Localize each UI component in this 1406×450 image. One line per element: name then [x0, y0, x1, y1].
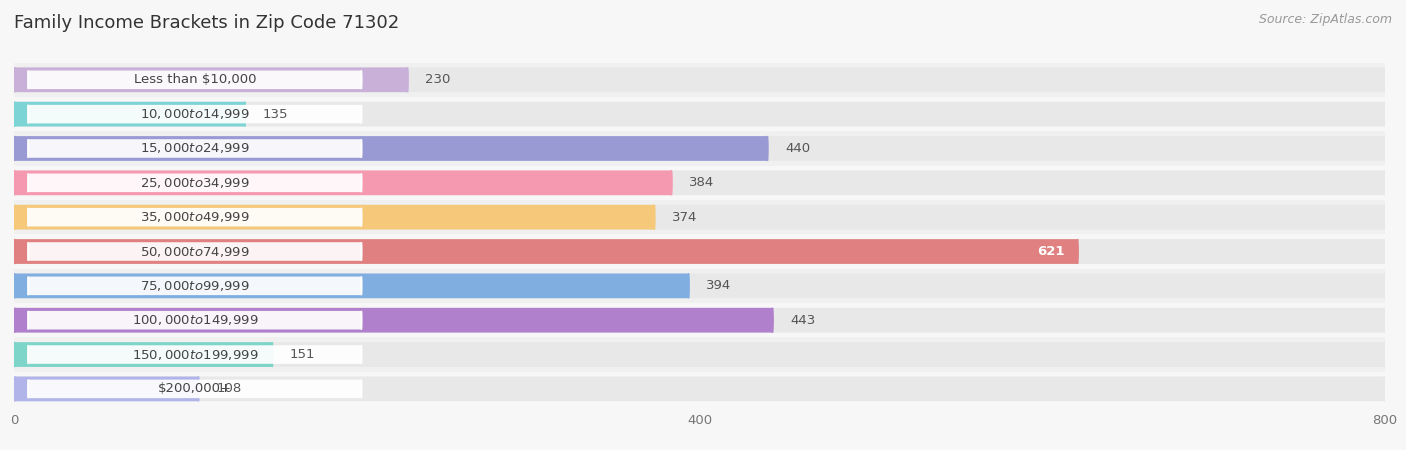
FancyBboxPatch shape	[14, 136, 768, 161]
FancyBboxPatch shape	[14, 102, 245, 126]
FancyBboxPatch shape	[14, 274, 1385, 298]
FancyBboxPatch shape	[28, 242, 361, 261]
FancyBboxPatch shape	[14, 372, 1385, 406]
FancyBboxPatch shape	[14, 68, 408, 92]
FancyBboxPatch shape	[14, 303, 1385, 338]
Text: $15,000 to $24,999: $15,000 to $24,999	[141, 141, 250, 156]
FancyBboxPatch shape	[14, 377, 1385, 401]
FancyBboxPatch shape	[14, 171, 672, 195]
Text: 621: 621	[1038, 245, 1064, 258]
Text: $35,000 to $49,999: $35,000 to $49,999	[141, 210, 250, 224]
FancyBboxPatch shape	[14, 239, 1385, 264]
FancyBboxPatch shape	[14, 342, 1385, 367]
FancyBboxPatch shape	[14, 239, 1077, 264]
FancyBboxPatch shape	[28, 208, 361, 226]
FancyBboxPatch shape	[14, 68, 1385, 92]
FancyBboxPatch shape	[28, 311, 361, 329]
FancyBboxPatch shape	[28, 345, 361, 364]
FancyBboxPatch shape	[14, 234, 1385, 269]
FancyBboxPatch shape	[14, 308, 772, 333]
FancyBboxPatch shape	[14, 308, 1385, 333]
Text: Source: ZipAtlas.com: Source: ZipAtlas.com	[1258, 14, 1392, 27]
FancyBboxPatch shape	[14, 269, 1385, 303]
FancyBboxPatch shape	[14, 205, 1385, 230]
FancyBboxPatch shape	[28, 380, 361, 398]
FancyBboxPatch shape	[14, 136, 1385, 161]
Text: 135: 135	[263, 108, 288, 121]
FancyBboxPatch shape	[14, 131, 1385, 166]
Text: 384: 384	[689, 176, 714, 189]
Text: $200,000+: $200,000+	[157, 382, 232, 396]
Text: 394: 394	[706, 279, 731, 292]
FancyBboxPatch shape	[28, 71, 361, 89]
Text: $25,000 to $34,999: $25,000 to $34,999	[141, 176, 250, 190]
Text: Family Income Brackets in Zip Code 71302: Family Income Brackets in Zip Code 71302	[14, 14, 399, 32]
Text: $50,000 to $74,999: $50,000 to $74,999	[141, 244, 250, 258]
FancyBboxPatch shape	[28, 105, 361, 123]
FancyBboxPatch shape	[14, 342, 273, 367]
Text: $10,000 to $14,999: $10,000 to $14,999	[141, 107, 250, 121]
Text: $150,000 to $199,999: $150,000 to $199,999	[132, 347, 259, 361]
FancyBboxPatch shape	[14, 274, 689, 298]
FancyBboxPatch shape	[14, 200, 1385, 234]
FancyBboxPatch shape	[14, 97, 1385, 131]
Text: 374: 374	[672, 211, 697, 224]
FancyBboxPatch shape	[28, 174, 361, 192]
Text: $100,000 to $149,999: $100,000 to $149,999	[132, 313, 259, 327]
FancyBboxPatch shape	[14, 338, 1385, 372]
FancyBboxPatch shape	[14, 63, 1385, 97]
FancyBboxPatch shape	[28, 139, 361, 158]
FancyBboxPatch shape	[28, 277, 361, 295]
FancyBboxPatch shape	[14, 171, 1385, 195]
Text: 108: 108	[217, 382, 242, 396]
FancyBboxPatch shape	[14, 166, 1385, 200]
Text: Less than $10,000: Less than $10,000	[134, 73, 256, 86]
FancyBboxPatch shape	[14, 205, 654, 230]
FancyBboxPatch shape	[14, 377, 198, 401]
FancyBboxPatch shape	[14, 102, 1385, 126]
Text: 443: 443	[790, 314, 815, 327]
Text: 230: 230	[425, 73, 451, 86]
Text: $75,000 to $99,999: $75,000 to $99,999	[141, 279, 250, 293]
Text: 440: 440	[785, 142, 810, 155]
Text: 151: 151	[290, 348, 315, 361]
